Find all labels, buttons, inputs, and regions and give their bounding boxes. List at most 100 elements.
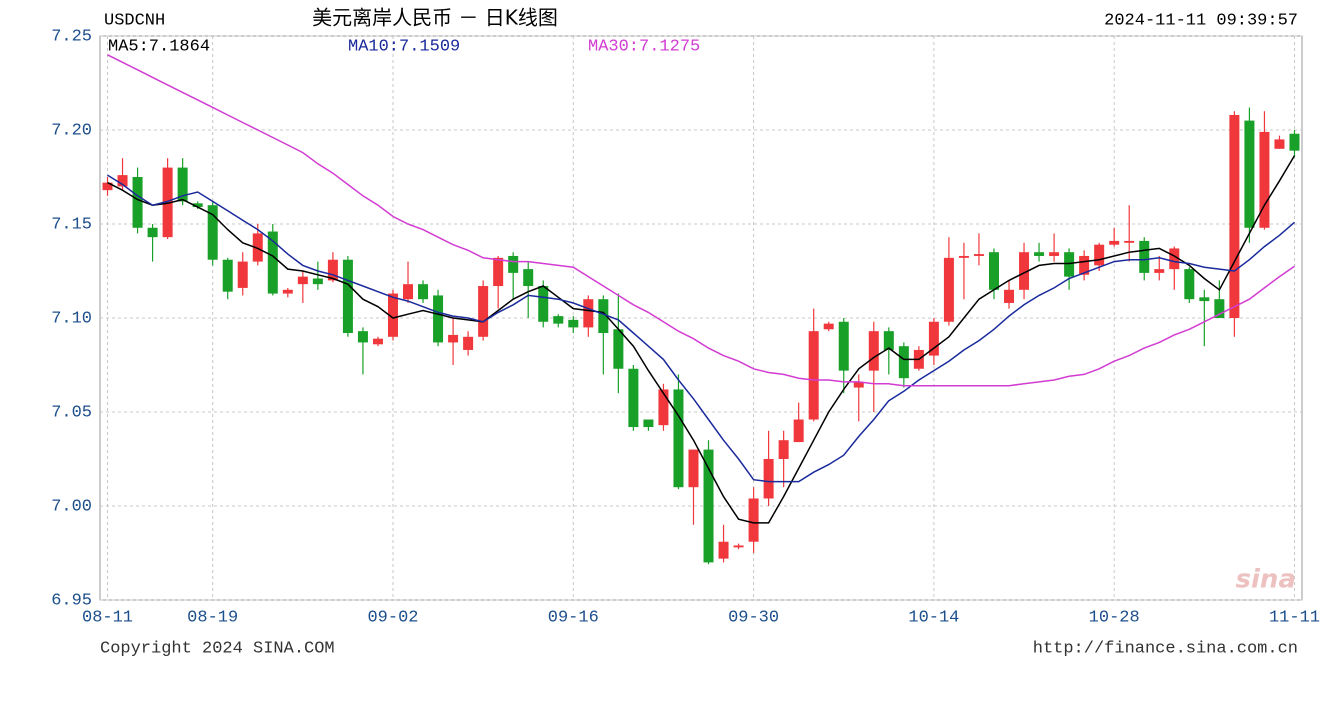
candle-body — [312, 278, 323, 285]
candle-body — [102, 182, 113, 191]
candle-body — [297, 276, 308, 285]
candle-body — [132, 177, 143, 228]
legend-entry: MA30:7.1275 — [588, 37, 700, 56]
candle-body — [327, 259, 338, 281]
candle-body — [493, 257, 504, 287]
candle-body — [823, 323, 834, 330]
copyright: Copyright 2024 SINA.COM — [100, 639, 335, 658]
candle-body — [868, 331, 879, 371]
candle-body — [1154, 269, 1165, 273]
y-tick-label: 6.95 — [51, 591, 92, 610]
candle-body — [583, 299, 594, 328]
x-tick-label: 08-19 — [187, 608, 238, 627]
candle-body — [718, 541, 729, 559]
candle-body — [928, 321, 939, 356]
x-tick-label: 09-16 — [548, 608, 599, 627]
candle-body — [387, 293, 398, 337]
y-tick-label: 7.20 — [51, 121, 92, 140]
candle-body — [628, 368, 639, 428]
candle-body — [478, 286, 489, 337]
candle-body — [853, 381, 864, 388]
candle-body — [1184, 269, 1195, 300]
candle-body — [1064, 252, 1075, 277]
ma-line — [107, 174, 1295, 483]
y-tick-label: 7.05 — [51, 403, 92, 422]
candle-body — [643, 419, 654, 428]
chart-title: 美元离岸人民币 － 日K线图 — [312, 6, 558, 30]
candle-body — [192, 203, 203, 208]
ma-line — [107, 54, 1295, 387]
candle-body — [1289, 133, 1300, 151]
candle-body — [433, 295, 444, 343]
candle-body — [418, 284, 429, 300]
candle-body — [1169, 248, 1180, 270]
candle-body — [553, 316, 564, 324]
candle-body — [1274, 139, 1285, 149]
watermark: sina — [1236, 565, 1296, 595]
timestamp: 2024-11-11 09:39:57 — [1104, 11, 1298, 30]
y-tick-label: 7.25 — [51, 27, 92, 46]
candle-body — [267, 231, 278, 294]
source-url: http://finance.sina.com.cn — [1033, 639, 1298, 658]
candle-body — [222, 259, 233, 292]
candle-body — [973, 254, 984, 256]
candle-body — [1214, 299, 1225, 318]
candle-body — [207, 205, 218, 260]
y-tick-label: 7.15 — [51, 215, 92, 234]
x-tick-label: 10-28 — [1089, 608, 1140, 627]
candle-body — [463, 336, 474, 350]
candle-body — [342, 259, 353, 334]
candle-body — [1259, 131, 1270, 228]
candle-body — [1124, 240, 1135, 243]
candle-body — [448, 334, 459, 343]
y-tick-label: 7.10 — [51, 309, 92, 328]
candle-body — [1229, 114, 1240, 319]
y-tick-label: 7.00 — [51, 497, 92, 516]
candle-body — [1019, 252, 1030, 290]
candle-body — [808, 331, 819, 420]
candle-body — [117, 175, 128, 187]
candle-body — [943, 257, 954, 322]
candle-body — [1139, 240, 1150, 273]
legend-entry: MA10:7.1509 — [348, 37, 460, 56]
candle-body — [793, 419, 804, 443]
candle-body — [252, 233, 263, 262]
x-tick-label: 09-30 — [728, 608, 779, 627]
candle-body — [147, 227, 158, 238]
candle-body — [1094, 244, 1105, 266]
candle-body — [523, 269, 534, 287]
candle-body — [162, 167, 173, 238]
candle-body — [898, 346, 909, 379]
candle-body — [598, 299, 609, 334]
candle-body — [1244, 120, 1255, 228]
x-tick-label: 10-14 — [908, 608, 959, 627]
candle-body — [1034, 252, 1045, 256]
candle-body — [237, 261, 248, 288]
candle-body — [688, 449, 699, 488]
symbol: USDCNH — [104, 11, 165, 30]
candle-body — [1049, 252, 1060, 256]
candle-body — [568, 319, 579, 328]
candle-body — [733, 545, 744, 548]
candle-body — [1109, 240, 1120, 245]
candle-body — [883, 331, 894, 350]
candle-body — [1079, 255, 1090, 275]
candle-body — [748, 498, 759, 542]
candle-body — [958, 255, 969, 258]
candle-body — [613, 329, 624, 369]
candle-body — [988, 252, 999, 290]
candle-body — [372, 338, 383, 345]
candle-body — [838, 321, 849, 371]
candle-body — [508, 255, 519, 273]
candle-body — [357, 331, 368, 343]
candle-body — [1004, 289, 1015, 303]
candle-body — [538, 286, 549, 322]
candle-body — [1199, 297, 1210, 302]
legend-entry: MA5:7.1864 — [108, 37, 210, 56]
candle-body — [778, 440, 789, 459]
x-tick-label: 09-02 — [367, 608, 418, 627]
candle-body — [763, 459, 774, 499]
candle-body — [282, 289, 293, 294]
candle-body — [673, 389, 684, 488]
